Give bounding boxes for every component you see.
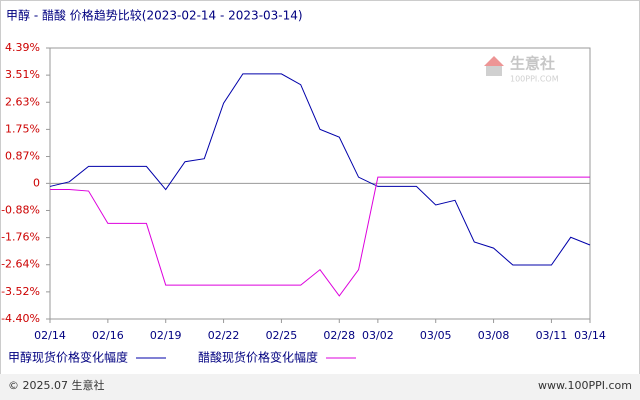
x-tick-label: 03/14 bbox=[574, 329, 606, 342]
x-tick-label: 02/14 bbox=[34, 329, 66, 342]
y-tick-label: 1.75% bbox=[5, 122, 40, 135]
logo-roof bbox=[484, 56, 504, 66]
y-tick-label: 0 bbox=[33, 176, 40, 189]
x-tick-label: 02/16 bbox=[92, 329, 124, 342]
logo-house bbox=[486, 66, 502, 76]
legend-label: 甲醇现货价格变化幅度 bbox=[8, 350, 128, 365]
footer-copyright: © 2025.07 生意社 bbox=[8, 378, 104, 392]
legend-label: 醋酸现货价格变化幅度 bbox=[198, 350, 318, 365]
x-tick-label: 02/22 bbox=[208, 329, 240, 342]
chart-title: 甲醇 - 醋酸 价格趋势比较(2023-02-14 - 2023-03-14) bbox=[6, 8, 303, 23]
x-tick-label: 03/02 bbox=[362, 329, 394, 342]
series-line bbox=[49, 73, 591, 266]
y-tick-label: 4.39% bbox=[5, 41, 40, 54]
y-tick-label: 0.87% bbox=[5, 150, 40, 163]
y-tick-label: -3.52% bbox=[1, 285, 40, 298]
x-tick-label: 02/25 bbox=[266, 329, 298, 342]
series-line bbox=[50, 176, 590, 297]
footer-bar bbox=[0, 374, 640, 400]
x-tick-label: 02/28 bbox=[323, 329, 355, 342]
y-tick-label: -4.40% bbox=[1, 312, 40, 325]
watermark-site: 100PPI.COM bbox=[510, 75, 559, 84]
y-tick-label: 3.51% bbox=[5, 68, 40, 81]
y-tick-label: -1.76% bbox=[1, 231, 40, 244]
x-tick-label: 03/11 bbox=[536, 329, 568, 342]
y-tick-label: -2.64% bbox=[1, 258, 40, 271]
x-tick-label: 03/05 bbox=[420, 329, 452, 342]
y-tick-label: -0.88% bbox=[1, 203, 40, 216]
watermark-name: 生意社 bbox=[510, 55, 555, 73]
y-tick-label: 2.63% bbox=[5, 95, 40, 108]
footer-url: www.100PPI.com bbox=[538, 379, 632, 392]
watermark: 生意社 100PPI.COM bbox=[484, 55, 559, 84]
x-tick-label: 03/08 bbox=[478, 329, 510, 342]
x-tick-label: 02/19 bbox=[150, 329, 182, 342]
